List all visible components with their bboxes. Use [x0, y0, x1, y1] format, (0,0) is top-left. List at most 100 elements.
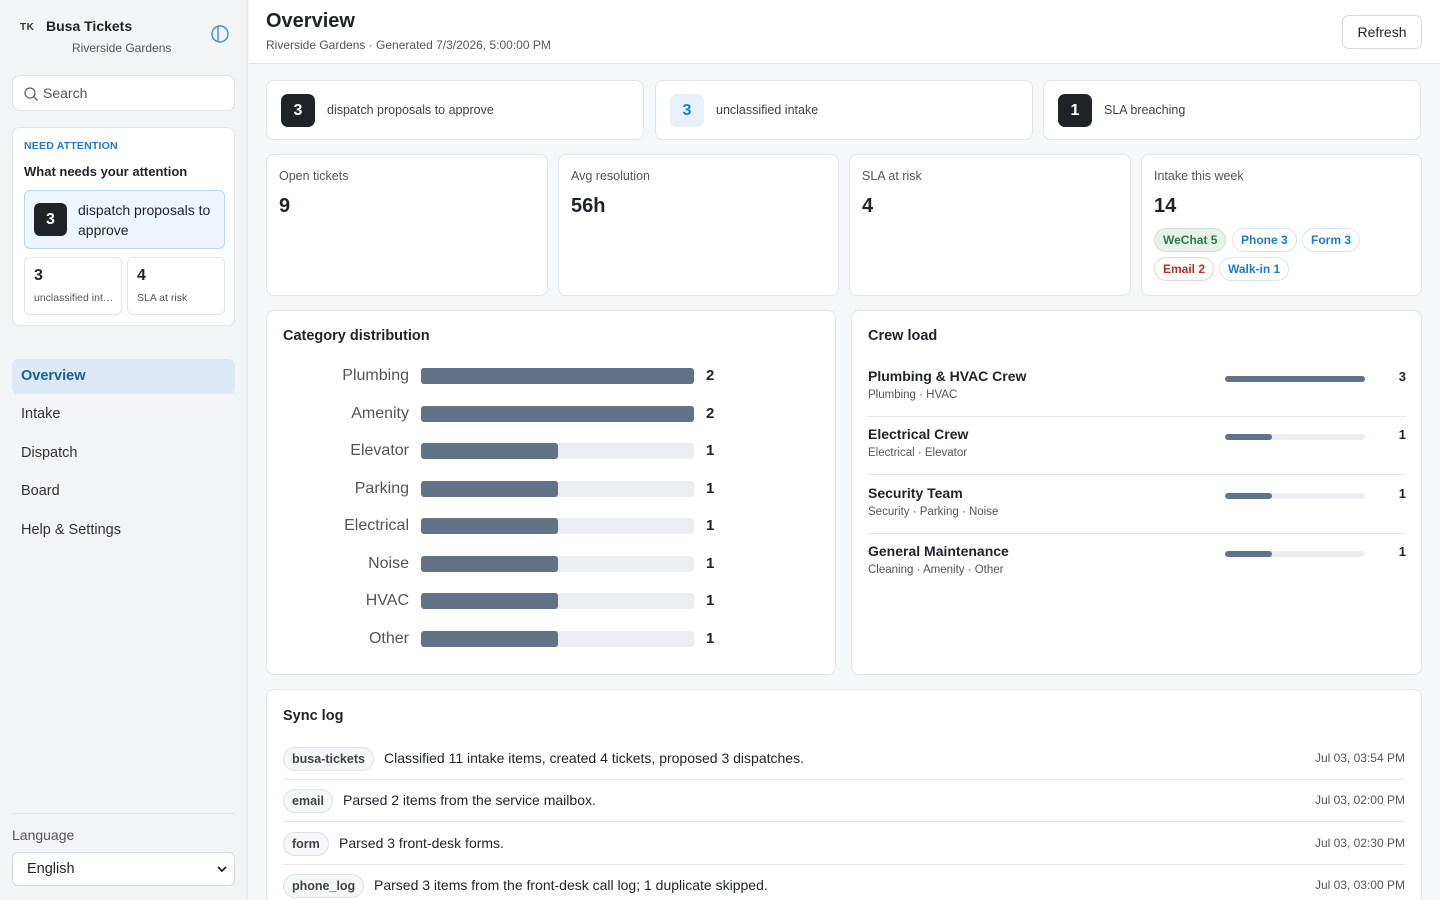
crew-load-card: Crew load Plumbing & HVAC Crew Plumbing ·…	[851, 310, 1422, 675]
search-input[interactable]	[43, 76, 228, 110]
category-bar	[421, 555, 558, 572]
refresh-button[interactable]: Refresh	[1342, 15, 1422, 49]
alert-label: dispatch proposals to approve	[327, 103, 494, 117]
attention-title: What needs your attention	[24, 164, 188, 179]
attention-count: 3	[34, 203, 67, 236]
category-bar	[421, 518, 558, 534]
category-value: 1	[706, 629, 715, 647]
crew-row: Security Team Security · Parking · Noise 1	[868, 476, 1406, 534]
alert-unclassified-intake[interactable]: 3 unclassified intake	[655, 80, 1033, 140]
category-bar	[421, 443, 558, 459]
category-bar-track	[421, 480, 694, 497]
log-timestamp: Jul 03, 02:00 PM	[1314, 793, 1405, 808]
category-label: Elevator	[350, 442, 409, 459]
crew-name: General Maintenance	[868, 542, 1009, 559]
category-row: Elevator 1	[267, 441, 835, 461]
category-label: Plumbing	[342, 367, 409, 384]
crew-load-track	[1225, 376, 1365, 382]
log-message: Parsed 3 front-desk forms.	[339, 834, 504, 851]
source-tag: busa-tickets	[283, 747, 374, 771]
crew-name: Security Team	[868, 484, 963, 501]
crew-load-value: 1	[1398, 485, 1406, 501]
log-timestamp: Jul 03, 03:00 PM	[1314, 877, 1405, 892]
crew-load-value: 1	[1398, 427, 1406, 443]
category-bar-track	[421, 518, 694, 534]
page-title: Overview	[266, 10, 355, 32]
crew-load-track	[1225, 434, 1365, 441]
log-timestamp: Jul 03, 03:54 PM	[1314, 751, 1405, 765]
crew-load-bar	[1225, 434, 1272, 441]
category-row: Plumbing 2	[267, 366, 835, 386]
attention-mini-count: 4	[137, 267, 146, 284]
search-icon	[24, 87, 38, 101]
alert-count: 3	[670, 94, 704, 127]
category-label: HVAC	[365, 592, 409, 609]
category-bar-track	[421, 555, 694, 572]
category-distribution-card: Category distribution Plumbing 2 Amenity 2 E…	[266, 310, 836, 675]
stat-open-tickets: Open tickets 9	[266, 154, 548, 296]
nav-item-board[interactable]: Board	[21, 483, 60, 500]
sync-log-row: email Parsed 2 items from the service mai…	[283, 780, 1405, 823]
intake-chip-form: Form 3	[1302, 228, 1361, 252]
crew-categories: Plumbing · HVAC	[868, 389, 958, 401]
stat-label: Open tickets	[279, 169, 349, 183]
intake-chip-email: Email 2	[1154, 257, 1215, 281]
log-message: Parsed 2 items from the service mailbox.	[343, 792, 596, 809]
section-title: Crew load	[868, 328, 938, 344]
alert-sla-breaching[interactable]: 1 SLA breaching	[1043, 80, 1421, 140]
sync-log-card: Sync log busa-tickets Classified 11 intak…	[266, 689, 1422, 900]
attention-dispatch-proposals[interactable]: 3 dispatch proposals to approve	[24, 190, 225, 249]
main-content: Overview Riverside Gardens · Generated 7…	[249, 0, 1440, 900]
crew-name: Electrical Crew	[868, 426, 969, 443]
category-bar-track	[421, 443, 694, 459]
sidebar-toggle-icon[interactable]	[210, 24, 230, 44]
alert-label: unclassified intake	[716, 103, 819, 117]
alert-dispatch-proposals[interactable]: 3 dispatch proposals to approve	[266, 80, 644, 140]
language-select[interactable]: English	[12, 852, 235, 886]
search-box[interactable]	[12, 75, 235, 111]
nav-item-dispatch[interactable]: Dispatch	[21, 444, 78, 461]
intake-chip-walk-in: Walk-in 1	[1219, 257, 1290, 281]
sidebar-divider	[12, 813, 235, 814]
nav-item-overview[interactable]: Overview	[12, 359, 235, 394]
category-bar	[421, 368, 694, 384]
crew-load-bar	[1225, 550, 1272, 557]
attention-sla-risk[interactable]: 4 SLA at risk	[127, 257, 225, 315]
category-row: Noise 1	[267, 554, 835, 574]
attention-mini-label: unclassified intake	[34, 292, 116, 304]
crew-load-track	[1225, 492, 1365, 499]
crew-row: General Maintenance Cleaning · Amenity · …	[868, 534, 1406, 592]
attention-unclassified[interactable]: 3 unclassified intake	[24, 257, 122, 315]
category-bar-track	[421, 368, 694, 384]
crew-load-bar	[1225, 376, 1365, 382]
crew-load-bar	[1225, 492, 1272, 499]
category-bar	[421, 630, 558, 647]
page-subtitle: Riverside Gardens · Generated 7/3/2026, …	[266, 38, 551, 52]
alert-count: 3	[281, 94, 315, 127]
category-bar-track	[421, 630, 694, 647]
intake-chip-phone: Phone 3	[1232, 228, 1297, 252]
nav-item-help-settings[interactable]: Help & Settings	[21, 521, 121, 538]
intake-chip-wechat: WeChat 5	[1154, 228, 1227, 252]
category-bar	[421, 480, 558, 497]
chevron-down-icon	[217, 866, 227, 873]
attention-card: NEED ATTENTION What needs your attention…	[12, 127, 235, 326]
nav-item-intake[interactable]: Intake	[21, 406, 61, 423]
stat-value: 9	[279, 195, 291, 217]
category-row: Electrical 1	[267, 516, 835, 536]
stat-avg-resolution: Avg resolution 56h	[558, 154, 839, 296]
category-value: 1	[706, 592, 715, 609]
log-message: Parsed 3 items from the front-desk call …	[374, 876, 768, 893]
category-bar	[421, 405, 694, 422]
attention-mini-label: SLA at risk	[137, 292, 188, 304]
section-title: Category distribution	[283, 328, 430, 344]
category-row: Amenity 2	[267, 404, 835, 424]
attention-mini-count: 3	[34, 267, 43, 284]
category-bar-track	[421, 593, 694, 609]
stat-value: 4	[862, 195, 874, 217]
category-value: 2	[706, 367, 715, 384]
stat-sla-at-risk: SLA at risk 4	[849, 154, 1131, 296]
alert-label: SLA breaching	[1104, 103, 1186, 117]
log-timestamp: Jul 03, 02:30 PM	[1314, 835, 1405, 850]
category-label: Noise	[368, 554, 409, 572]
